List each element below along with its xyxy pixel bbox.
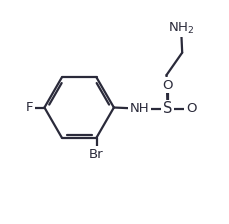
Text: NH$_2$: NH$_2$ <box>167 20 194 36</box>
Text: F: F <box>26 101 33 114</box>
Text: O: O <box>185 102 196 115</box>
Text: S: S <box>162 101 172 116</box>
Text: Br: Br <box>89 148 103 161</box>
Text: O: O <box>162 79 172 92</box>
Text: NH: NH <box>129 102 149 115</box>
